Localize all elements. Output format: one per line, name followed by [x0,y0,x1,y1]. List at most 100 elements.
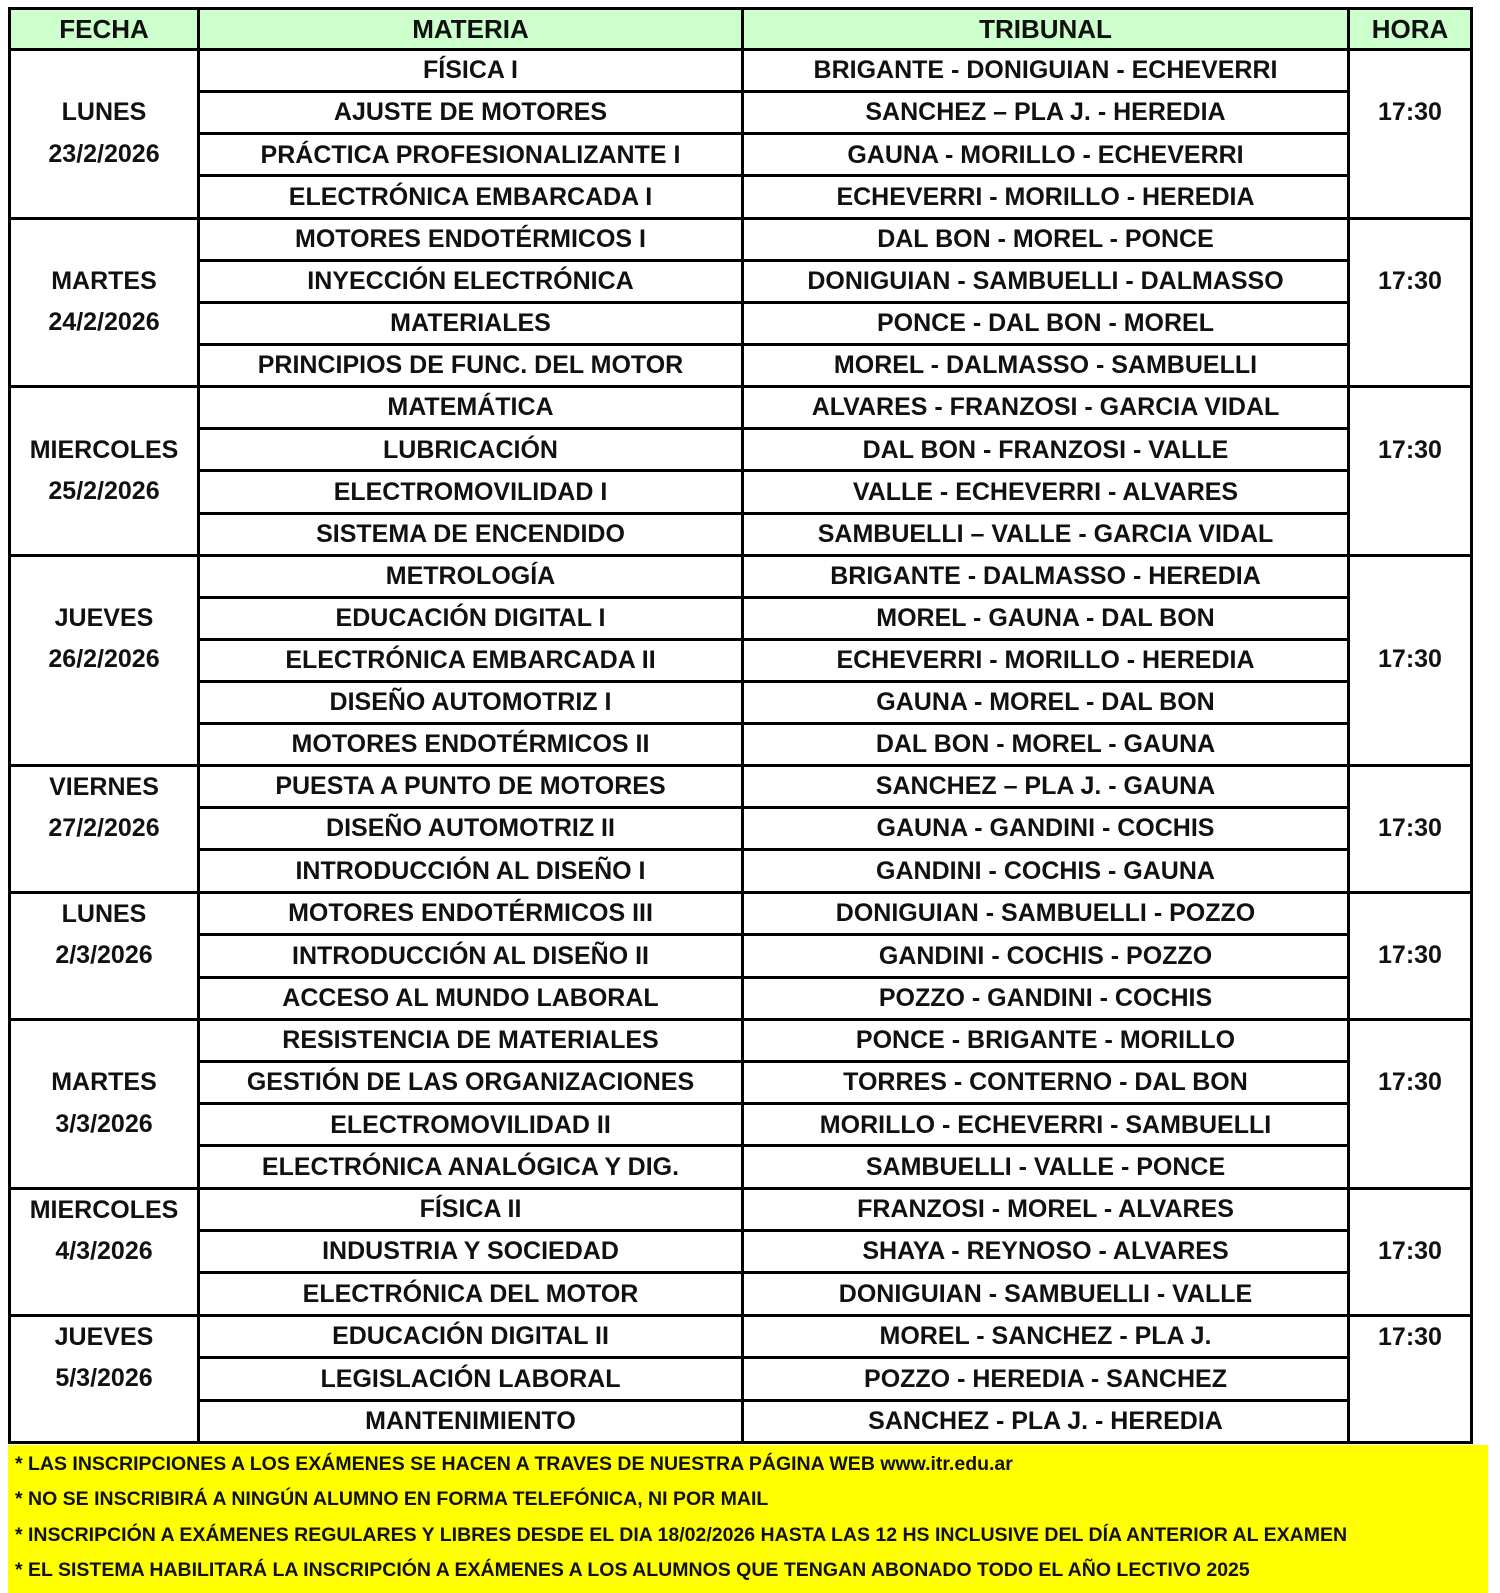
table-row: GESTIÓN DE LAS ORGANIZACIONES TORRES - CO… [10,1060,1472,1106]
tribunal-cell: GAUNA - MORILLO - ECHEVERRI [741,132,1350,178]
tribunal-cell: DONIGUIAN - SAMBUELLI - DALMASSO [741,259,1350,304]
tribunal-cell: PONCE - BRIGANTE - MORILLO [741,1017,1350,1064]
tribunal-cell: VALLE - ECHEVERRI - ALVARES [741,469,1350,515]
spacer [1352,134,1469,175]
materia-cell: EDUCACIÓN DIGITAL II [197,1313,744,1360]
materia-cell: PRINCIPIOS DE FUNC. DEL MOTOR [197,343,744,389]
tribunal-cell: DONIGUIAN - SAMBUELLI - POZZO [741,890,1350,937]
date-label: 25/2/2026 [48,476,160,505]
spacer [1352,1022,1469,1062]
fecha-cell: MIERCOLES 25/2/2026 [8,385,200,557]
spacer [13,558,196,598]
spacer [1352,1400,1469,1440]
spacer [13,52,196,92]
tribunal-cell: GANDINI - COCHIS - POZZO [741,933,1350,979]
materia-cell: ELECTRÓNICA DEL MOTOR [197,1271,744,1317]
tribunal-cell: MOREL - GAUNA - DAL BON [741,596,1350,641]
day-label: MIERCOLES [29,435,179,464]
spacer [1352,849,1469,889]
spacer [1352,977,1469,1017]
table-row: MIERCOLES 25/2/2026 MATEMÁTICA ALVARES - FR… [8,385,1473,557]
hora-cell: 17:30 [1347,763,1473,894]
materia-cell: ACCESO AL MUNDO LABORAL [197,976,744,1021]
hora-cell: 17:30 [1347,553,1473,767]
spacer [1352,390,1469,430]
tribunal-cell: BRIGANTE - DONIGUIAN - ECHEVERRI [741,47,1350,94]
hora-label: 17:30 [1378,1236,1442,1265]
materia-cell: INTRODUCCIÓN AL DISEÑO II [197,933,744,979]
hora-cell: 17:30 [1347,48,1473,220]
materia-cell: GESTIÓN DE LAS ORGANIZACIONES [197,1060,744,1106]
notes-footer: * LAS INSCRIPCIONES A LOS EXÁMENES SE HA… [8,1444,1488,1593]
table-row: MANTENIMIENTO SANCHEZ - PLA J. - HEREDIA [10,1398,1472,1444]
fecha-cell: LUNES 23/2/2026 [8,48,200,220]
day-label: MARTES [51,1068,157,1097]
materia-cell: MOTORES ENDOTÉRMICOS II [197,722,744,767]
materia-cell: MATEMÁTICA [197,385,744,431]
table-row: INTRODUCCIÓN AL DISEÑO II GANDINI - COCHI… [10,933,1472,979]
materia-cell: INTRODUCCIÓN AL DISEÑO I [197,848,744,894]
table-row: LUNES 23/2/2026 FÍSICA I BRIGANTE - DONIGUI… [8,47,1473,220]
date-label: 4/3/2026 [55,1236,153,1265]
footer-note: * NO SE INSCRIBIRÁ A NINGÚN ALUMNO EN FO… [15,1488,769,1511]
tribunal-cell: MORILLO - ECHEVERRI - SAMBUELLI [741,1102,1350,1148]
table-row: JUEVES 5/3/2026 EDUCACIÓN DIGITAL II MOREL … [8,1313,1473,1444]
table-row: INTRODUCCIÓN AL DISEÑO I GANDINI - COCHIS… [10,848,1472,894]
hora-cell: 17:30 [1347,216,1473,389]
tribunal-cell: GAUNA - GANDINI - COCHIS [741,806,1350,852]
spacer [13,512,196,552]
table-row: MATERIALES PONCE - DAL BON - MOREL [10,301,1472,346]
table-row: AJUSTE DE MOTORES SANCHEZ – PLA J. - HERE… [10,90,1472,136]
fecha-cell: JUEVES 26/2/2026 [8,553,200,767]
hora-label: 17:30 [1378,814,1442,843]
hora-cell: 17:30 [1347,1313,1473,1444]
materia-cell: PUESTA A PUNTO DE MOTORES [197,763,744,810]
table-row: DISEÑO AUTOMOTRIZ II GAUNA - GANDINI - CO… [10,806,1472,852]
spacer [13,1400,196,1440]
tribunal-cell: SANCHEZ - PLA J. - HEREDIA [741,1398,1350,1444]
table-row: ELECTRÓNICA EMBARCADA I ECHEVERRI - MORIL… [10,174,1472,220]
materia-cell: ELECTRÓNICA ANALÓGICA Y DIG. [197,1144,744,1190]
spacer [13,849,196,889]
spacer [13,1272,196,1312]
fecha-cell: LUNES 2/3/2026 [8,890,200,1021]
tribunal-cell: BRIGANTE - DALMASSO - HEREDIA [741,553,1350,599]
tribunal-cell: SHAYA - REYNOSO - ALVARES [741,1229,1350,1275]
spacer [1352,221,1469,261]
spacer [1352,895,1469,935]
date-label: 27/2/2026 [48,814,160,843]
day-label: LUNES [61,98,147,127]
materia-cell: DISEÑO AUTOMOTRIZ I [197,680,744,725]
table-row: ELECTRÓNICA EMBARCADA II ECHEVERRI - MORI… [10,638,1472,683]
materia-cell: ELECTRÓNICA EMBARCADA I [197,174,744,220]
spacer [13,1145,196,1185]
day-label: MARTES [51,266,157,295]
hora-cell: 17:30 [1347,890,1473,1021]
tribunal-cell: DONIGUIAN - SAMBUELLI - VALLE [741,1271,1350,1317]
tribunal-cell: FRANZOSI - MOREL - ALVARES [741,1186,1350,1232]
table-row: ELECTRÓNICA DEL MOTOR DONIGUIAN - SAMBUEL… [10,1271,1472,1317]
spacer [1352,598,1469,639]
table-row: MOTORES ENDOTÉRMICOS II DAL BON - MOREL -… [10,722,1472,767]
spacer [1352,1191,1469,1231]
materia-cell: MOTORES ENDOTÉRMICOS III [197,890,744,937]
table-row: JUEVES 26/2/2026 METROLOGÍA BRIGANTE - DALM… [8,553,1473,767]
spacer [1352,768,1469,808]
tribunal-cell: GAUNA - MOREL - DAL BON [741,680,1350,725]
spacer [1352,302,1469,343]
spacer [1352,512,1469,552]
table-row: ACCESO AL MUNDO LABORAL POZZO - GANDINI -… [10,976,1472,1021]
exam-schedule-table: FECHA MATERIA TRIBUNAL HORA LUNES 23/2/20… [8,7,1473,1444]
tribunal-cell: SAMBUELLI – VALLE - GARCIA VIDAL [741,512,1350,557]
materia-cell: FÍSICA II [197,1186,744,1232]
table-row: EDUCACIÓN DIGITAL I MOREL - GAUNA - DAL B… [10,596,1472,641]
materia-cell: AJUSTE DE MOTORES [197,90,744,136]
hora-cell: 17:30 [1347,385,1473,557]
date-label: 26/2/2026 [48,645,160,674]
footer-note: * LAS INSCRIPCIONES A LOS EXÁMENES SE HA… [15,1452,1013,1475]
tribunal-cell: TORRES - CONTERNO - DAL BON [741,1060,1350,1106]
materia-cell: PRÁCTICA PROFESIONALIZANTE I [197,132,744,178]
hora-label: 17:30 [1378,98,1442,127]
header-hora: HORA [1347,7,1473,51]
materia-cell: ELECTRÓNICA EMBARCADA II [197,638,744,683]
